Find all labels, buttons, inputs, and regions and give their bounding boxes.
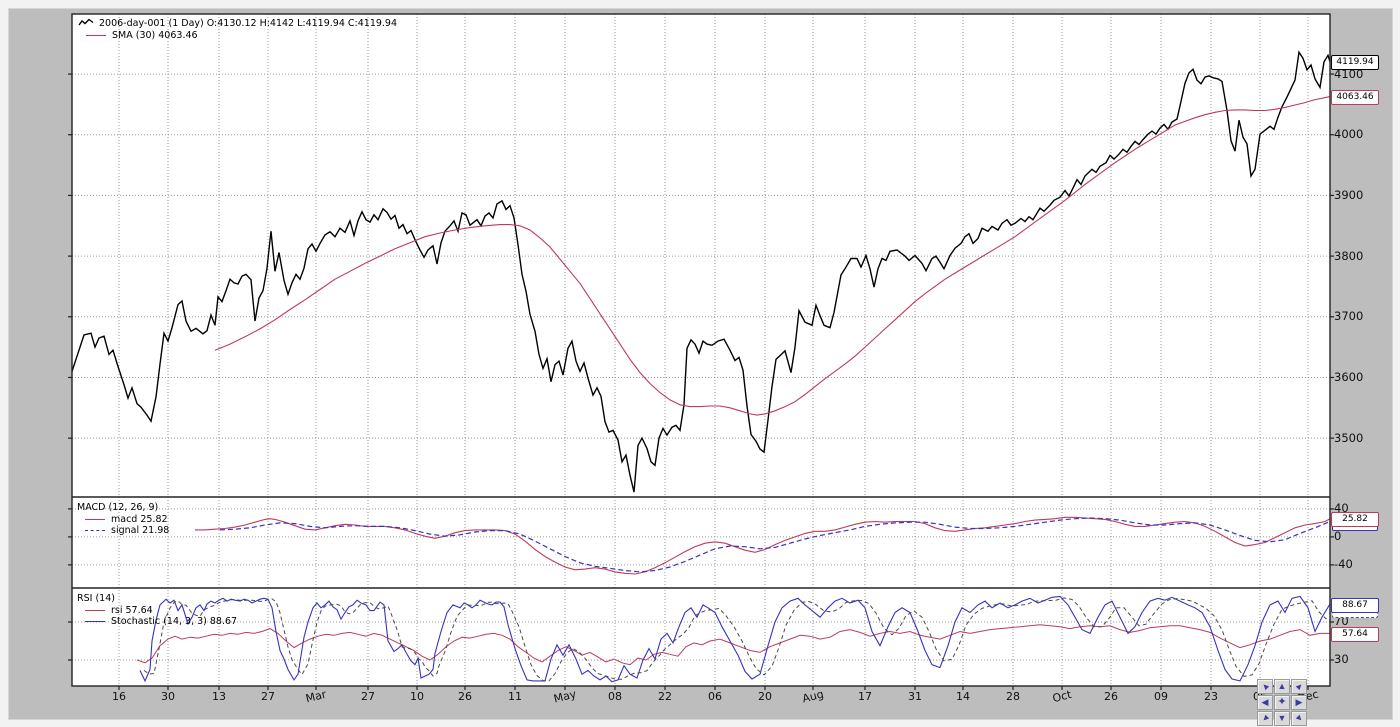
pan-w-button[interactable]: ◀ xyxy=(1257,695,1273,710)
x-tick-label: 20 xyxy=(758,690,772,703)
x-tick-label: 31 xyxy=(908,690,922,703)
series-price xyxy=(72,50,1330,493)
macd-line-swatch xyxy=(85,518,105,520)
x-tick-label: 16 xyxy=(112,690,126,703)
legend-macd-title-row: MACD (12, 26, 9) xyxy=(77,502,169,514)
legend-rsi-stoch-row: Stochastic (14, 3, 3) 88.67 xyxy=(77,616,237,628)
pan-n-button[interactable]: ▲ xyxy=(1274,679,1290,694)
series-signal xyxy=(219,517,1330,573)
arrow-nw-icon: ▲ xyxy=(1257,679,1272,693)
y-tick-label: -40 xyxy=(1334,557,1353,572)
arrow-e-icon: ▶ xyxy=(1295,697,1303,707)
y-tick-label: 3900 xyxy=(1334,187,1364,202)
x-tick-label: 08 xyxy=(608,690,622,703)
pan-ne-button[interactable]: ▲ xyxy=(1291,679,1307,694)
x-tick-label: 06 xyxy=(708,690,722,703)
x-tick-label: 28 xyxy=(1006,690,1020,703)
last-value-tag: 88.67 xyxy=(1331,597,1379,613)
x-tick-label: 13 xyxy=(212,690,226,703)
series-stochastic-d xyxy=(143,597,1330,682)
arrow-center-icon: ✦ xyxy=(1277,696,1287,708)
pan-nw-button[interactable]: ▲ xyxy=(1257,679,1273,694)
x-tick-label: 22 xyxy=(658,690,672,703)
plot-area[interactable] xyxy=(72,14,1330,686)
price-line-icon xyxy=(78,18,94,31)
x-tick-label: 26 xyxy=(1104,690,1118,703)
series-rsi xyxy=(136,624,1330,666)
x-tick-label: 27 xyxy=(261,690,275,703)
arrow-sw-icon: ▼ xyxy=(1258,711,1273,725)
legend-macd-macd-row: macd 25.82 xyxy=(77,514,169,526)
pan-se-button[interactable]: ▼ xyxy=(1291,711,1307,726)
legend-macd-macd: macd 25.82 xyxy=(111,513,168,525)
legend-rsi-title-row: RSI (14) xyxy=(77,593,237,605)
x-tick-label: 27 xyxy=(361,690,375,703)
x-tick-label: 23 xyxy=(1204,690,1218,703)
legend-macd-title: MACD (12, 26, 9) xyxy=(77,502,159,513)
y-tick-label: 4100 xyxy=(1334,66,1364,81)
x-tick-label: 09 xyxy=(1154,690,1168,703)
legend-macd: MACD (12, 26, 9) macd 25.82 signal 21.98 xyxy=(77,502,169,537)
legend-rsi-rsi: rsi 57.64 xyxy=(111,604,153,616)
y-tick-label: 70 xyxy=(1334,614,1349,629)
legend-main-sma-row: SMA (30) 4063.46 xyxy=(78,30,397,42)
legend-rsi: RSI (14) rsi 57.64 Stochastic (14, 3, 3)… xyxy=(77,593,237,628)
signal-line-swatch xyxy=(85,530,105,532)
legend-main: 2006-day-001 (1 Day) O:4130.12 H:4142 L:… xyxy=(78,18,397,41)
series-sma-30- xyxy=(214,95,1330,416)
arrow-se-icon: ▼ xyxy=(1291,711,1306,725)
legend-macd-signal: signal 21.98 xyxy=(111,525,170,536)
x-tick-label: 11 xyxy=(508,690,522,703)
pan-sw-button[interactable]: ▼ xyxy=(1257,711,1273,726)
arrow-s-icon: ▼ xyxy=(1277,713,1287,723)
y-tick-label: 3600 xyxy=(1334,369,1364,384)
y-tick-label: 30 xyxy=(1334,652,1349,667)
last-value-tag: 4063.46 xyxy=(1331,89,1379,105)
rsi-line-swatch xyxy=(85,609,105,611)
x-tick-label: 17 xyxy=(858,690,872,703)
sma-line-swatch xyxy=(86,34,106,36)
x-tick-label: 30 xyxy=(161,690,175,703)
series-macd xyxy=(195,516,1330,575)
arrow-w-icon: ◀ xyxy=(1261,697,1269,707)
x-tick-label: 14 xyxy=(956,690,970,703)
pan-navigator: ▲ ▲ ▲ ◀ ✦ ▶ ▼ ▼ ▼ xyxy=(1257,679,1307,726)
last-value-tag: 57.64 xyxy=(1331,627,1379,643)
legend-main-price-row: 2006-day-001 (1 Day) O:4130.12 H:4142 L:… xyxy=(78,18,397,30)
y-tick-label: 40 xyxy=(1334,501,1349,516)
x-tick-label: 10 xyxy=(410,690,424,703)
y-tick-label: 3700 xyxy=(1334,309,1364,324)
pan-center-button[interactable]: ✦ xyxy=(1274,695,1290,710)
legend-rsi-title: RSI (14) xyxy=(77,593,115,604)
last-value-tag: 25.82 xyxy=(1331,512,1379,528)
legend-rsi-rsi-row: rsi 57.64 xyxy=(77,605,237,617)
figure-border xyxy=(71,13,1331,687)
legend-macd-signal-row: signal 21.98 xyxy=(77,525,169,537)
pan-e-button[interactable]: ▶ xyxy=(1291,695,1307,710)
series-stochastic-k xyxy=(139,595,1330,683)
x-tick-label: 26 xyxy=(458,690,472,703)
legend-main-title: 2006-day-001 (1 Day) O:4130.12 H:4142 L:… xyxy=(99,18,398,29)
legend-rsi-stoch: Stochastic (14, 3, 3) 88.67 xyxy=(111,616,238,627)
y-tick-label: 0 xyxy=(1334,529,1342,544)
stochastic-line-swatch xyxy=(85,621,105,623)
arrow-n-icon: ▲ xyxy=(1277,681,1287,691)
legend-main-sma: SMA (30) 4063.46 xyxy=(112,29,198,41)
y-tick-label: 3800 xyxy=(1334,248,1364,263)
last-value-tag: 4119.94 xyxy=(1331,55,1379,71)
y-tick-label: 3500 xyxy=(1334,430,1364,445)
pan-s-button[interactable]: ▼ xyxy=(1274,711,1290,726)
y-tick-label: 4000 xyxy=(1334,127,1364,142)
arrow-ne-icon: ▲ xyxy=(1292,679,1307,693)
